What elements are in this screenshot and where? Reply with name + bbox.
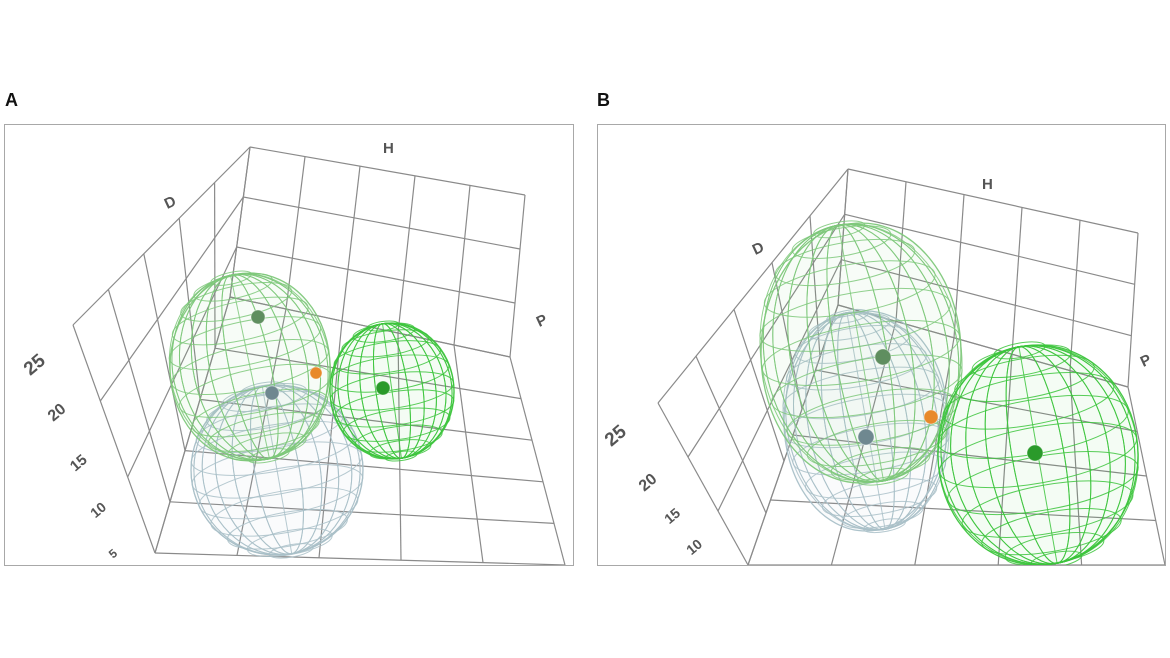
left-wall-line xyxy=(657,168,849,404)
tick-label-25: 25 xyxy=(20,350,50,380)
tick-label-25: 25 xyxy=(601,421,631,451)
sphere-green-longitude xyxy=(940,344,1136,565)
back-wall-line xyxy=(1127,232,1139,388)
tick-label-15: 15 xyxy=(67,451,91,475)
back-wall-line xyxy=(341,166,361,322)
panel-a-label: A xyxy=(5,90,18,110)
panel-b-plot: H D P 25 20 15 10 xyxy=(601,168,1165,565)
floor-line xyxy=(770,499,1156,522)
floor-line xyxy=(453,344,484,563)
left-wall-line xyxy=(72,146,251,326)
sphere-light-green xyxy=(759,220,963,486)
floor-line xyxy=(214,347,522,400)
floor-line xyxy=(169,501,555,524)
back-wall-line xyxy=(841,259,1132,337)
axis-label-d: D xyxy=(162,193,179,213)
panel-b: H D P 25 20 15 10 xyxy=(597,124,1166,566)
sphere-light-green-outline xyxy=(760,222,962,484)
tick-label-20: 20 xyxy=(636,471,661,496)
floor-line xyxy=(154,552,566,565)
back-wall-line xyxy=(236,246,516,304)
sphere-light-green-longitude xyxy=(171,273,329,461)
sphere-blue-gray xyxy=(190,381,364,559)
panel-a-spheres xyxy=(168,270,455,559)
left-wall-line xyxy=(143,253,186,451)
back-wall-line xyxy=(453,185,471,346)
back-wall-line xyxy=(509,194,526,358)
left-wall-line xyxy=(657,402,749,565)
back-wall-line xyxy=(285,156,306,310)
tick-label-10: 10 xyxy=(87,499,109,521)
left-wall-line xyxy=(733,309,785,462)
center-green xyxy=(375,380,391,396)
back-wall-line xyxy=(844,213,1135,285)
sphere-green-longitude xyxy=(331,322,453,460)
back-wall-line xyxy=(847,168,1139,234)
axis-label-p: P xyxy=(1138,351,1154,371)
marker-orange xyxy=(923,409,939,425)
back-wall-line xyxy=(895,181,907,322)
back-wall-line xyxy=(397,175,416,334)
left-wall-line xyxy=(107,289,171,502)
sphere-blue-gray-longitude xyxy=(193,384,361,556)
axis-label-h: H xyxy=(383,140,394,157)
left-wall-line xyxy=(99,196,244,402)
center-light-green xyxy=(250,309,266,325)
back-wall-line xyxy=(243,196,521,250)
center-light-green xyxy=(874,348,892,366)
tick-label-15: 15 xyxy=(661,505,683,527)
left-wall-line xyxy=(72,324,156,554)
back-wall-line xyxy=(249,146,526,196)
floor-line xyxy=(792,434,1147,477)
tick-label-20: 20 xyxy=(45,401,70,426)
left-wall-line xyxy=(687,214,846,458)
tick-label-10: 10 xyxy=(683,536,705,558)
tick-label-5: 5 xyxy=(106,546,120,561)
center-green xyxy=(1026,444,1044,462)
sphere-green xyxy=(329,320,455,462)
back-wall-line xyxy=(1011,207,1023,355)
floor-line xyxy=(318,320,343,558)
axis-label-p: P xyxy=(534,311,550,331)
center-blue-gray xyxy=(857,428,875,446)
marker-orange xyxy=(309,366,323,380)
back-wall-line xyxy=(953,194,965,338)
center-blue-gray xyxy=(264,385,280,401)
panel-b-spheres xyxy=(759,220,1139,565)
left-wall-line xyxy=(695,355,767,514)
sphere-light-green-longitude xyxy=(762,223,960,483)
panel-a: H D P 25 20 15 10 5 xyxy=(4,124,574,566)
floor-line xyxy=(199,398,533,441)
axis-label-h: H xyxy=(982,176,993,193)
panel-a-plot: H D P 25 20 15 10 5 xyxy=(20,140,566,565)
left-wall-line xyxy=(837,168,849,306)
sphere-light-green xyxy=(168,270,332,464)
panel-b-label: B xyxy=(597,90,610,110)
floor-line xyxy=(509,356,566,565)
back-wall-line xyxy=(1069,220,1081,371)
axis-label-d: D xyxy=(750,239,767,259)
